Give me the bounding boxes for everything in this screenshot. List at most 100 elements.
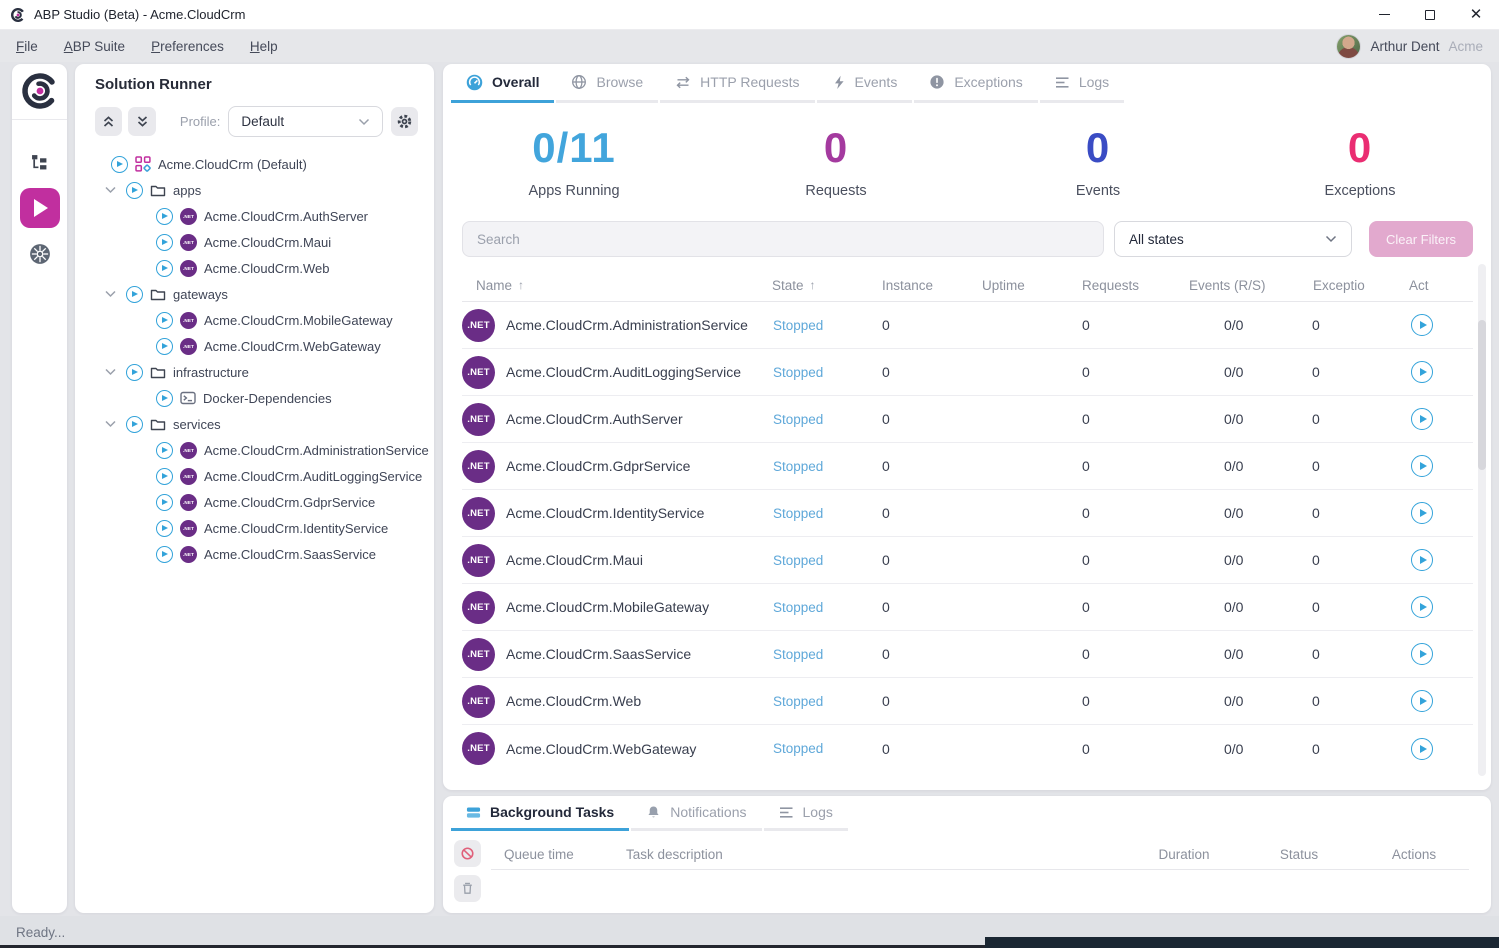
run-icon[interactable] xyxy=(156,545,173,563)
solution-explorer-button[interactable] xyxy=(20,142,60,182)
tasks-table-header: Queue time Task description Duration Sta… xyxy=(491,840,1469,870)
run-icon[interactable] xyxy=(156,389,173,407)
chevron-down-icon[interactable] xyxy=(105,186,116,194)
tab-browse[interactable]: Browse xyxy=(556,64,659,103)
tree-item-app[interactable]: .NET Acme.CloudCrm.Maui xyxy=(85,229,424,255)
tab-http-requests[interactable]: HTTP Requests xyxy=(660,64,815,103)
user-avatar[interactable] xyxy=(1336,33,1362,59)
start-app-button[interactable] xyxy=(1411,455,1433,477)
table-row[interactable]: .NET Acme.CloudCrm.MobileGateway Stopped… xyxy=(462,584,1473,631)
menu-file[interactable]: File xyxy=(16,38,38,54)
tab-exceptions[interactable]: Exceptions xyxy=(914,64,1038,103)
start-app-button[interactable] xyxy=(1411,314,1433,336)
start-app-button[interactable] xyxy=(1411,596,1433,618)
tree-item-solution[interactable]: Acme.CloudCrm (Default) xyxy=(85,151,424,177)
run-icon[interactable] xyxy=(126,181,143,199)
scrollbar-thumb[interactable] xyxy=(1478,320,1486,470)
profile-settings-button[interactable] xyxy=(390,107,418,136)
expand-all-button[interactable] xyxy=(128,107,156,136)
tree-item-docker[interactable]: Docker-Dependencies xyxy=(85,385,424,411)
table-row[interactable]: .NET Acme.CloudCrm.IdentityService Stopp… xyxy=(462,490,1473,537)
run-icon[interactable] xyxy=(126,285,143,303)
tree-item-app[interactable]: .NET Acme.CloudCrm.GdprService xyxy=(85,489,424,515)
menu-preferences[interactable]: Preferences xyxy=(151,38,224,54)
minimize-icon xyxy=(1378,13,1390,16)
column-name[interactable]: Name ↑ xyxy=(476,277,525,293)
start-app-button[interactable] xyxy=(1411,361,1433,383)
table-row[interactable]: .NET Acme.CloudCrm.AdministrationService… xyxy=(462,302,1473,349)
clear-tasks-button[interactable] xyxy=(454,875,481,902)
tree-item-app[interactable]: .NET Acme.CloudCrm.IdentityService xyxy=(85,515,424,541)
run-icon[interactable] xyxy=(156,233,173,251)
run-icon[interactable] xyxy=(111,155,128,173)
tree-item-apps[interactable]: apps xyxy=(85,177,424,203)
table-row[interactable]: .NET Acme.CloudCrm.Maui Stopped 0 0 0/0 … xyxy=(462,537,1473,584)
start-app-button[interactable] xyxy=(1411,502,1433,524)
table-row[interactable]: .NET Acme.CloudCrm.Web Stopped 0 0 0/0 0 xyxy=(462,678,1473,725)
table-row[interactable]: .NET Acme.CloudCrm.AuditLoggingService S… xyxy=(462,349,1473,396)
tree-item-app[interactable]: .NET Acme.CloudCrm.AuthServer xyxy=(85,203,424,229)
column-state[interactable]: State ↑ xyxy=(772,277,816,293)
clear-filters-button[interactable]: Clear Filters xyxy=(1369,221,1473,257)
solution-runner-button[interactable] xyxy=(19,188,60,228)
start-app-button[interactable] xyxy=(1411,737,1433,760)
run-icon[interactable] xyxy=(156,259,173,277)
state-filter-select[interactable]: All states xyxy=(1114,221,1352,257)
chevron-down-icon[interactable] xyxy=(105,420,116,428)
run-icon[interactable] xyxy=(156,441,173,459)
run-icon[interactable] xyxy=(156,467,173,485)
table-row[interactable]: .NET Acme.CloudCrm.GdprService Stopped 0… xyxy=(462,443,1473,490)
column-instance[interactable]: Instance xyxy=(882,277,934,293)
maximize-button[interactable] xyxy=(1407,0,1453,29)
run-icon[interactable] xyxy=(156,311,173,329)
run-icon[interactable] xyxy=(156,337,173,355)
column-duration: Duration xyxy=(1158,847,1210,862)
tree-item-app[interactable]: .NET Acme.CloudCrm.SaasService xyxy=(85,541,424,567)
tree-item-app[interactable]: .NET Acme.CloudCrm.WebGateway xyxy=(85,333,424,359)
table-row[interactable]: .NET Acme.CloudCrm.AuthServer Stopped 0 … xyxy=(462,396,1473,443)
tab-background-tasks[interactable]: Background Tasks xyxy=(451,796,630,831)
tab-logs[interactable]: Logs xyxy=(763,796,848,831)
run-icon[interactable] xyxy=(126,363,143,381)
tree-item-services[interactable]: services xyxy=(85,411,424,437)
run-icon[interactable] xyxy=(156,207,173,225)
tab-notifications[interactable]: Notifications xyxy=(631,796,762,831)
tab-overall[interactable]: Overall xyxy=(451,64,555,103)
tree-item-app[interactable]: .NET Acme.CloudCrm.AuditLoggingService xyxy=(85,463,424,489)
collapse-all-button[interactable] xyxy=(95,107,123,136)
profile-select[interactable]: Default xyxy=(228,106,383,137)
tab-events[interactable]: Events xyxy=(816,64,913,103)
scrollbar[interactable] xyxy=(1478,264,1486,776)
table-row[interactable]: .NET Acme.CloudCrm.WebGateway Stopped 0 … xyxy=(462,725,1473,772)
menu-help[interactable]: Help xyxy=(249,38,278,54)
start-app-button[interactable] xyxy=(1411,408,1433,430)
kubernetes-button[interactable] xyxy=(20,234,60,274)
start-app-button[interactable] xyxy=(1411,549,1433,571)
column-requests[interactable]: Requests xyxy=(1082,277,1140,293)
chevron-down-icon[interactable] xyxy=(105,368,116,376)
minimize-button[interactable] xyxy=(1361,0,1407,29)
search-input[interactable] xyxy=(462,221,1104,257)
start-app-button[interactable] xyxy=(1411,690,1433,712)
menu-abp-suite[interactable]: ABP Suite xyxy=(63,38,126,54)
tree-item-app[interactable]: .NET Acme.CloudCrm.AdministrationService xyxy=(85,437,429,463)
tree-item-app[interactable]: .NET Acme.CloudCrm.MobileGateway xyxy=(85,307,424,333)
run-icon[interactable] xyxy=(156,493,173,511)
column-uptime[interactable]: Uptime xyxy=(982,277,1025,293)
tree-item-gateways[interactable]: gateways xyxy=(85,281,424,307)
user-name[interactable]: Arthur Dent xyxy=(1370,38,1440,54)
run-icon[interactable] xyxy=(126,415,143,433)
close-button[interactable]: ✕ xyxy=(1453,0,1499,29)
table-row[interactable]: .NET Acme.CloudCrm.SaasService Stopped 0… xyxy=(462,631,1473,678)
tab-logs[interactable]: Logs xyxy=(1039,64,1125,103)
exclamation-icon xyxy=(930,75,944,89)
tree-item-infrastructure[interactable]: infrastructure xyxy=(85,359,424,385)
cancel-tasks-button[interactable] xyxy=(454,840,481,867)
tree-item-app[interactable]: .NET Acme.CloudCrm.Web xyxy=(85,255,424,281)
column-exceptions[interactable]: Exceptio xyxy=(1313,277,1365,293)
chevron-down-icon[interactable] xyxy=(105,290,116,298)
run-icon[interactable] xyxy=(156,519,173,537)
dotnet-icon: .NET xyxy=(462,732,495,765)
start-app-button[interactable] xyxy=(1411,643,1433,665)
column-events[interactable]: Events (R/S) xyxy=(1189,277,1266,293)
